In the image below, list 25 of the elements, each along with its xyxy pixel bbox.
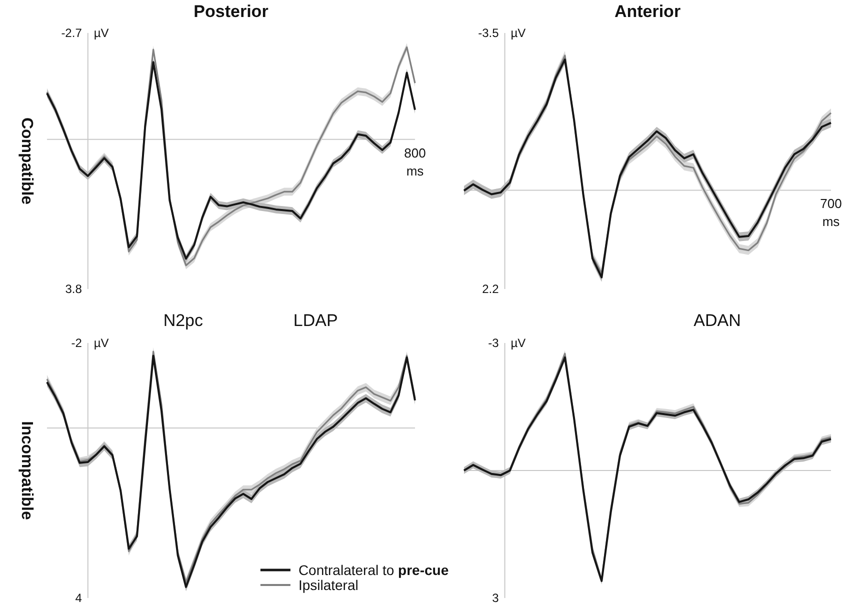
annotation: 800 bbox=[404, 145, 426, 160]
legend-label: Contralateral to pre-cue bbox=[298, 562, 449, 578]
y-tick-label: -3 bbox=[488, 336, 500, 350]
text: LDAP bbox=[293, 311, 338, 330]
annotation: ms bbox=[822, 214, 840, 230]
y-tick-label: 3.8 bbox=[65, 282, 82, 296]
y-axis-title: µV bbox=[510, 336, 526, 350]
y-tick-label: -3.5 bbox=[478, 26, 500, 40]
annotation: 700 bbox=[820, 196, 842, 212]
annotation: ms bbox=[406, 163, 424, 178]
text: Incompatible bbox=[18, 421, 35, 520]
y-tick-label: -2 bbox=[71, 336, 82, 350]
y-tick-label: 4 bbox=[75, 591, 82, 605]
legend-label: Ipsilateral bbox=[298, 577, 358, 593]
text: Compatible bbox=[18, 117, 35, 205]
chart-title: Posterior bbox=[194, 2, 269, 21]
y-axis-title: µV bbox=[510, 26, 526, 40]
chart-title: Anterior bbox=[614, 2, 681, 21]
text: ADAN bbox=[694, 311, 741, 330]
y-tick-label: 2.2 bbox=[482, 282, 500, 296]
y-tick-label: -2.7 bbox=[61, 26, 82, 40]
y-axis-title: µV bbox=[94, 336, 109, 350]
y-tick-label: 3 bbox=[492, 591, 500, 605]
text: N2pc bbox=[163, 311, 204, 330]
y-axis-title: µV bbox=[94, 26, 109, 40]
